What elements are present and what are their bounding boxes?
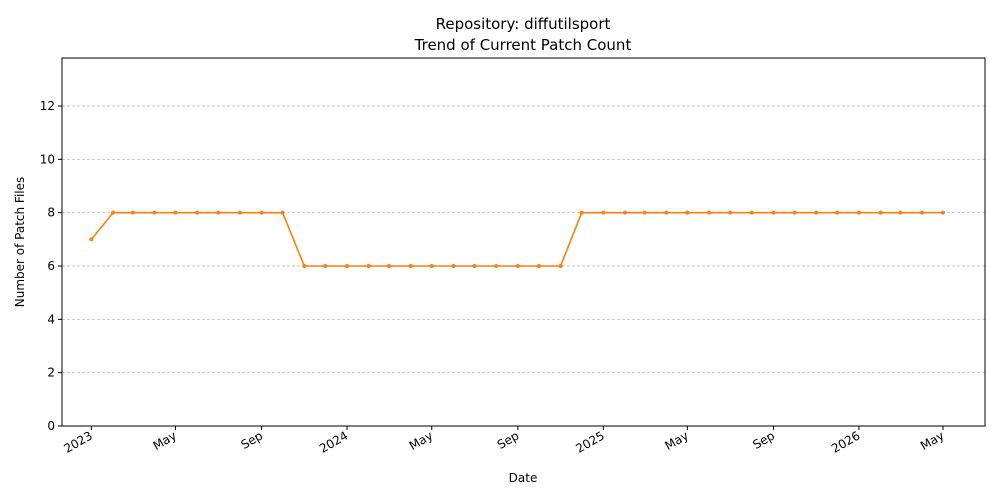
x-tick-label: Sep [495, 428, 522, 451]
plot-frame [61, 57, 986, 427]
y-axis-ticks: 0 2 4 6 8 10 12 [40, 99, 62, 433]
x-tick-label: 2026 [829, 428, 862, 455]
data-point [749, 210, 754, 215]
data-point [302, 264, 307, 268]
x-axis-label: Date [509, 471, 538, 485]
data-point [728, 210, 733, 215]
x-axis-ticks: 2023 May Sep 2024 May Sep 2025 May Sep 2026 May [61, 426, 946, 456]
y-axis-label: Number of Patch Files [13, 177, 27, 308]
chart-title-line2: Trend of Current Patch Count [414, 36, 632, 54]
x-tick-label: Sep [238, 428, 265, 451]
x-tick-label: 2025 [573, 428, 606, 455]
grid-lines [62, 105, 985, 374]
data-point [429, 264, 434, 268]
data-point [558, 264, 563, 268]
data-point [814, 210, 819, 215]
data-point [345, 264, 350, 268]
data-point [130, 210, 135, 215]
data-point [835, 210, 840, 215]
data-point [451, 264, 456, 268]
data-point [195, 210, 200, 215]
data-point [173, 210, 178, 215]
data-point [707, 210, 712, 215]
data-point [685, 210, 690, 215]
data-point [771, 210, 776, 215]
chart-title-line1: Repository: diffutilsport [436, 15, 611, 33]
data-point [878, 210, 883, 215]
y-tick-label: 12 [40, 99, 55, 113]
plot-area [89, 210, 945, 268]
data-point [472, 264, 477, 268]
x-tick-label: May [150, 428, 178, 453]
x-tick-label: May [407, 428, 435, 453]
series-line [90, 211, 943, 267]
data-point [259, 210, 264, 215]
data-point [494, 264, 499, 268]
y-tick-label: 2 [47, 366, 55, 380]
data-point [152, 210, 157, 215]
data-point [940, 210, 945, 215]
data-point [642, 210, 647, 215]
data-point [919, 210, 924, 215]
data-point [579, 210, 584, 215]
y-tick-label: 6 [47, 259, 55, 273]
data-point [323, 264, 328, 268]
data-point [408, 264, 413, 268]
y-tick-label: 8 [47, 206, 55, 220]
data-point [601, 210, 606, 215]
x-tick-label: 2023 [61, 428, 94, 455]
data-point [387, 264, 392, 268]
y-tick-label: 4 [47, 312, 55, 326]
x-tick-label: May [918, 428, 946, 453]
data-point [515, 264, 520, 268]
data-point [366, 264, 371, 268]
data-point [664, 210, 669, 215]
y-tick-label: 10 [40, 152, 55, 166]
data-point [216, 210, 221, 215]
data-point [237, 210, 242, 215]
x-tick-label: May [662, 428, 690, 453]
x-tick-label: Sep [750, 428, 777, 451]
data-point [280, 210, 285, 215]
data-point [898, 210, 903, 215]
data-point [111, 210, 116, 215]
data-point [89, 237, 94, 242]
data-point [623, 210, 628, 215]
data-point [536, 264, 541, 268]
data-point [792, 210, 797, 215]
x-tick-label: 2024 [317, 428, 350, 455]
y-tick-label: 0 [47, 419, 55, 433]
data-point [856, 210, 861, 215]
